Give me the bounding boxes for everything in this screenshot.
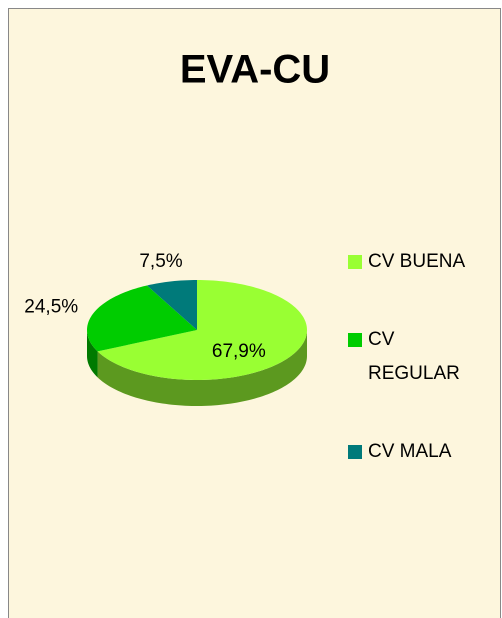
legend-label: CV REGULAR <box>368 329 460 384</box>
legend-swatch <box>348 445 362 459</box>
chart-title: EVA-CU <box>180 48 330 92</box>
data-label: 67,9% <box>212 341 266 362</box>
pie-slice-side <box>87 330 98 378</box>
pie-slice-side <box>97 330 307 406</box>
data-label: 7,5% <box>139 251 182 272</box>
legend-label: CV BUENA <box>368 251 466 272</box>
pie-slice <box>97 280 307 380</box>
legend-swatch <box>348 333 362 347</box>
legend-swatch <box>348 255 362 269</box>
pie-slice <box>147 280 197 330</box>
data-label: 24,5% <box>24 296 78 317</box>
pie-slice <box>87 285 197 352</box>
legend-label: CV MALA <box>368 441 452 462</box>
